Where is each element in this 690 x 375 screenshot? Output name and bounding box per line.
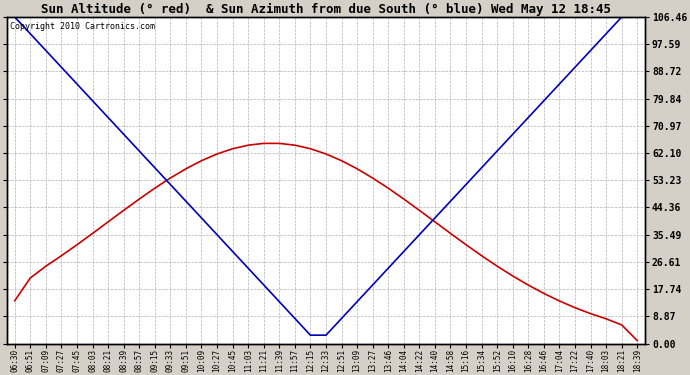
Title: Sun Altitude (° red)  & Sun Azimuth from due South (° blue) Wed May 12 18:45: Sun Altitude (° red) & Sun Azimuth from … [41, 3, 611, 16]
Text: Copyright 2010 Cartronics.com: Copyright 2010 Cartronics.com [10, 22, 155, 31]
